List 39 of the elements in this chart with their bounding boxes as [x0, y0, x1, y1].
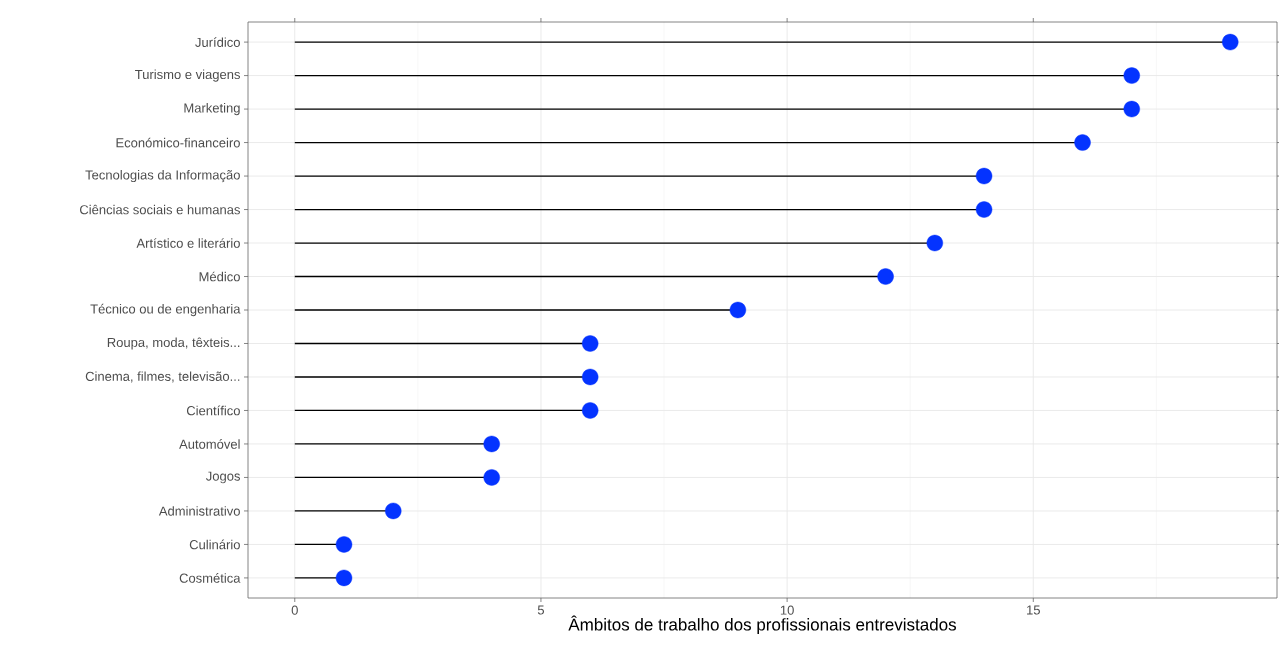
y-tick-label: Culinário: [189, 539, 240, 550]
point: [335, 536, 353, 553]
point: [926, 234, 944, 252]
y-tick-label: Administrativo: [158, 506, 240, 516]
y-tick-label: Turismo e viagens: [135, 69, 240, 82]
y-tick-label: Roupa, moda, têxteis...: [107, 337, 240, 350]
point: [975, 201, 993, 218]
point: [385, 502, 402, 520]
point: [1222, 33, 1239, 51]
x-tick-label: 0: [291, 605, 298, 615]
y-tick-label: Médico: [199, 271, 240, 282]
x-tick-label: 10: [780, 605, 794, 615]
point: [483, 469, 500, 486]
y-tick-label: Cinema, filmes, televisão...: [85, 371, 240, 383]
y-tick-label: Artístico e literário: [136, 238, 240, 248]
point: [877, 268, 894, 285]
point: [335, 569, 353, 587]
point: [1074, 134, 1091, 151]
point: [581, 368, 599, 386]
point: [483, 435, 500, 453]
point: [1123, 67, 1140, 84]
point: [581, 402, 599, 419]
x-tick-label: 5: [537, 605, 545, 615]
x-axis-title: Âmbitos de trabalho dos profissionais entrevistados: [568, 615, 957, 634]
y-tick-label: Automóvel: [179, 439, 240, 449]
y-tick-label: Cosmética: [179, 573, 241, 583]
y-tick-label: Ciências sociais e humanas: [80, 204, 240, 215]
x-tick-label: 15: [1027, 605, 1040, 615]
point: [581, 335, 599, 352]
point: [729, 301, 747, 319]
y-tick-label: Jogos: [205, 471, 241, 484]
y-tick-label: Jurídico: [195, 37, 240, 47]
y-tick-label: Tecnologias da Informação: [85, 169, 240, 183]
y-tick-label: Técnico ou de engenharia: [90, 303, 241, 317]
y-tick-label: Económico-financeiro: [116, 137, 240, 148]
y-tick-label: Marketing: [184, 103, 240, 116]
y-tick-label: Científico: [186, 405, 240, 416]
point: [975, 167, 993, 185]
point: [1123, 100, 1140, 118]
